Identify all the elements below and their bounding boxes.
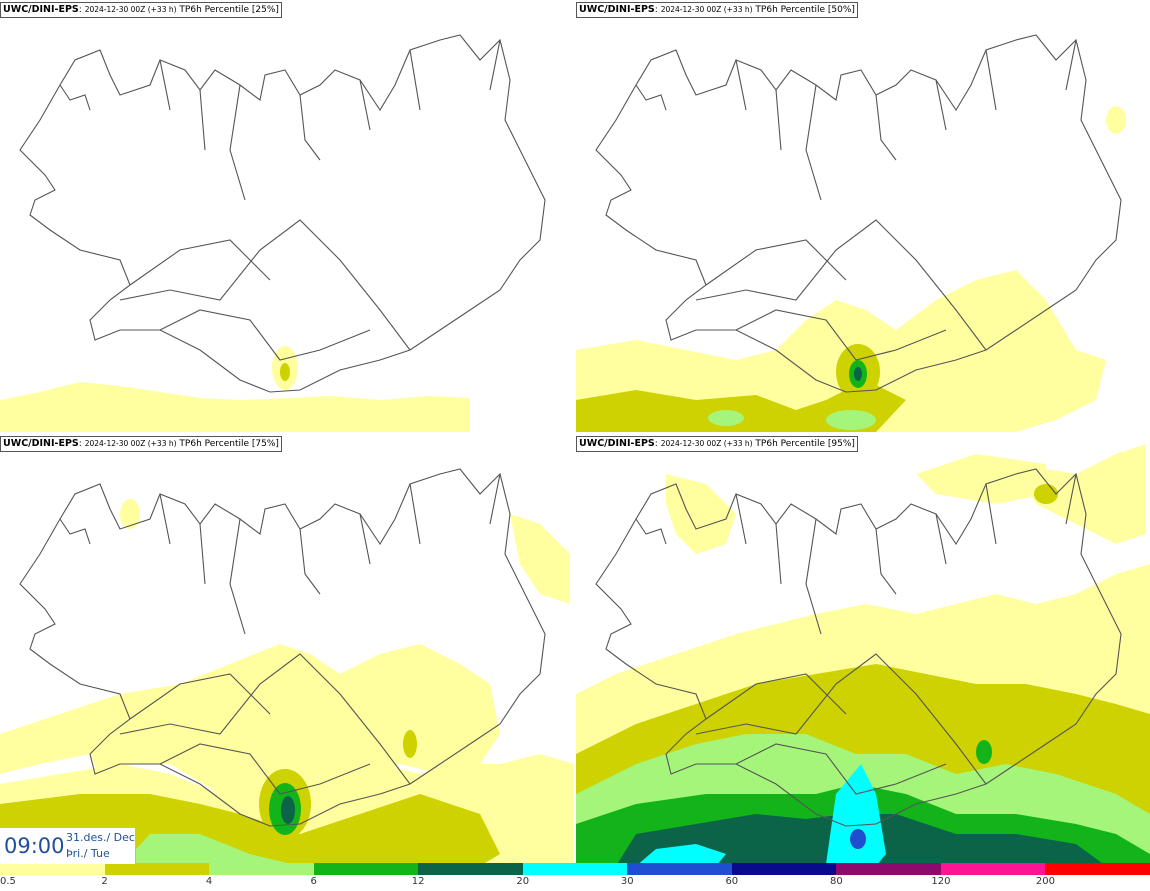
model-name: UWC/DINI-EPS	[3, 438, 79, 449]
legend-label: 200	[1035, 876, 1055, 887]
valid-date: 31.des./ Dec	[66, 831, 135, 844]
panel-title: UWC/DINI-EPS: 2024-12-30 00Z (+33 h) TP6…	[576, 2, 858, 18]
map-panel-p75: UWC/DINI-EPS: 2024-12-30 00Z (+33 h) TP6…	[0, 434, 574, 866]
legend-label: 60	[725, 876, 739, 887]
model-name: UWC/DINI-EPS	[579, 4, 655, 15]
legend-swatch	[731, 863, 837, 875]
legend-label: 6	[310, 876, 317, 887]
legend-labels: 0.5 2 4 6 12 20 30 60 80 120 200	[0, 876, 1150, 890]
legend-swatch	[836, 863, 941, 875]
legend-label: 80	[829, 876, 843, 887]
valid-time-box: 09:00 31.des./ Dec Þri./ Tue	[0, 827, 136, 864]
legend-label: 12	[411, 876, 425, 887]
run-time: 2024-12-30 00Z (+33 h)	[84, 439, 177, 448]
valid-day: Þri./ Tue	[66, 847, 110, 860]
field-label: TP6h Percentile [95%]	[755, 439, 855, 449]
field-label: TP6h Percentile [50%]	[755, 5, 855, 15]
panel-title: UWC/DINI-EPS: 2024-12-30 00Z (+33 h) TP6…	[0, 2, 282, 18]
map-panel-p25: UWC/DINI-EPS: 2024-12-30 00Z (+33 h) TP6…	[0, 0, 574, 432]
model-name: UWC/DINI-EPS	[579, 438, 655, 449]
field-label: TP6h Percentile [75%]	[179, 439, 279, 449]
legend-swatch	[627, 863, 732, 875]
precip-map	[0, 34, 546, 432]
legend-swatch	[0, 863, 105, 875]
run-time: 2024-12-30 00Z (+33 h)	[660, 439, 753, 448]
field-label: TP6h Percentile [25%]	[179, 5, 279, 15]
map-panel-p95: UWC/DINI-EPS: 2024-12-30 00Z (+33 h) TP6…	[576, 434, 1150, 866]
panel-title: UWC/DINI-EPS: 2024-12-30 00Z (+33 h) TP6…	[0, 436, 282, 452]
valid-time: 09:00	[4, 834, 65, 858]
legend-swatch	[1045, 863, 1150, 875]
panel-title: UWC/DINI-EPS: 2024-12-30 00Z (+33 h) TP6…	[576, 436, 858, 452]
legend-swatch	[209, 863, 314, 875]
legend-swatch	[313, 863, 419, 875]
legend-swatch	[940, 863, 1046, 875]
run-time: 2024-12-30 00Z (+33 h)	[660, 5, 753, 14]
run-time: 2024-12-30 00Z (+33 h)	[84, 5, 177, 14]
model-name: UWC/DINI-EPS	[3, 4, 79, 15]
legend-label: 4	[205, 876, 213, 887]
precip-map	[576, 34, 1126, 432]
color-legend	[0, 863, 1150, 875]
legend-label: 0.5	[0, 876, 16, 887]
map-panel-p50: UWC/DINI-EPS: 2024-12-30 00Z (+33 h) TP6…	[576, 0, 1150, 432]
precip-map	[0, 468, 574, 866]
legend-label: 2	[101, 876, 108, 887]
precip-map	[576, 444, 1150, 866]
legend-swatch	[418, 863, 523, 875]
legend-label: 120	[931, 876, 951, 887]
legend-swatch	[104, 863, 210, 875]
legend-label: 30	[620, 876, 634, 887]
legend-swatch	[522, 863, 628, 875]
legend-label: 20	[516, 876, 530, 887]
